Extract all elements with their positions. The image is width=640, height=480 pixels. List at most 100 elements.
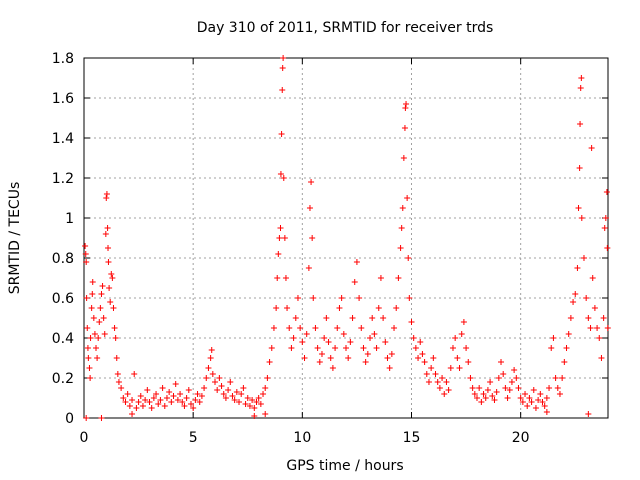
- data-point: [559, 375, 566, 381]
- data-point: [174, 397, 181, 403]
- data-point: [504, 395, 511, 401]
- data-point: [104, 225, 111, 231]
- data-points: [82, 55, 611, 421]
- data-point: [419, 351, 426, 357]
- data-point: [273, 305, 280, 311]
- data-point: [214, 387, 221, 393]
- data-point: [297, 325, 304, 331]
- data-point: [430, 355, 437, 361]
- data-point: [209, 371, 216, 377]
- data-point: [325, 339, 332, 345]
- data-point: [524, 403, 531, 409]
- data-point: [88, 305, 95, 311]
- data-point: [168, 399, 175, 405]
- data-point: [412, 345, 419, 351]
- data-point: [532, 405, 539, 411]
- y-tick-label: 0.4: [52, 331, 74, 347]
- data-point: [580, 255, 587, 261]
- data-point: [498, 359, 505, 365]
- data-point: [82, 251, 89, 257]
- data-point: [415, 355, 422, 361]
- data-point: [517, 395, 524, 401]
- data-point: [292, 315, 299, 321]
- data-point: [222, 395, 229, 401]
- data-point: [161, 403, 168, 409]
- data-point: [465, 359, 472, 365]
- data-point: [264, 375, 271, 381]
- y-tick-label: 1.8: [52, 51, 74, 67]
- data-point: [240, 385, 247, 391]
- data-point: [369, 315, 376, 321]
- data-point: [471, 391, 478, 397]
- data-point: [98, 291, 105, 297]
- data-point: [541, 403, 548, 409]
- data-point: [306, 205, 313, 211]
- data-point: [91, 331, 98, 337]
- data-point: [93, 345, 100, 351]
- data-point: [334, 325, 341, 331]
- data-point: [172, 381, 179, 387]
- data-point: [561, 359, 568, 365]
- data-point: [604, 245, 611, 251]
- data-point: [347, 339, 354, 345]
- data-point: [203, 375, 210, 381]
- data-point: [327, 355, 334, 361]
- data-point: [107, 299, 114, 305]
- data-point: [159, 385, 166, 391]
- data-point: [570, 299, 577, 305]
- data-point: [480, 391, 487, 397]
- data-point: [321, 335, 328, 341]
- data-point: [397, 245, 404, 251]
- data-point: [181, 403, 188, 409]
- data-point: [139, 403, 146, 409]
- y-tick-label: 1.6: [52, 91, 74, 107]
- data-point: [95, 335, 102, 341]
- data-point: [487, 379, 494, 385]
- data-point: [511, 367, 518, 373]
- data-point: [308, 179, 315, 185]
- data-point: [89, 279, 96, 285]
- data-point: [423, 371, 430, 377]
- data-point: [515, 385, 522, 391]
- data-point: [513, 375, 520, 381]
- data-point: [493, 389, 500, 395]
- data-point: [447, 365, 454, 371]
- data-point: [187, 401, 194, 407]
- data-point: [286, 325, 293, 331]
- data-point: [349, 315, 356, 321]
- data-point: [469, 385, 476, 391]
- data-point: [318, 351, 325, 357]
- data-point: [575, 205, 582, 211]
- data-point: [268, 345, 275, 351]
- data-point: [572, 291, 579, 297]
- data-point: [336, 305, 343, 311]
- data-point: [205, 365, 212, 371]
- data-point: [380, 315, 387, 321]
- data-point: [270, 325, 277, 331]
- data-point: [133, 405, 140, 411]
- data-point: [400, 155, 407, 161]
- data-point: [192, 397, 199, 403]
- data-point: [353, 259, 360, 265]
- data-point: [113, 355, 120, 361]
- data-point: [108, 271, 115, 277]
- data-point: [410, 335, 417, 341]
- data-point: [463, 345, 470, 351]
- data-point: [279, 65, 286, 71]
- data-point: [526, 395, 533, 401]
- data-point: [129, 411, 136, 417]
- data-point: [163, 395, 170, 401]
- data-point: [445, 387, 452, 393]
- data-point: [185, 387, 192, 393]
- data-point: [244, 395, 251, 401]
- data-point: [231, 397, 238, 403]
- data-point: [351, 279, 358, 285]
- data-point: [367, 335, 374, 341]
- data-point: [577, 121, 584, 127]
- data-point: [238, 391, 245, 397]
- data-point: [253, 399, 260, 405]
- data-point: [84, 325, 91, 331]
- data-point: [398, 225, 405, 231]
- data-point: [103, 195, 110, 201]
- data-point: [301, 355, 308, 361]
